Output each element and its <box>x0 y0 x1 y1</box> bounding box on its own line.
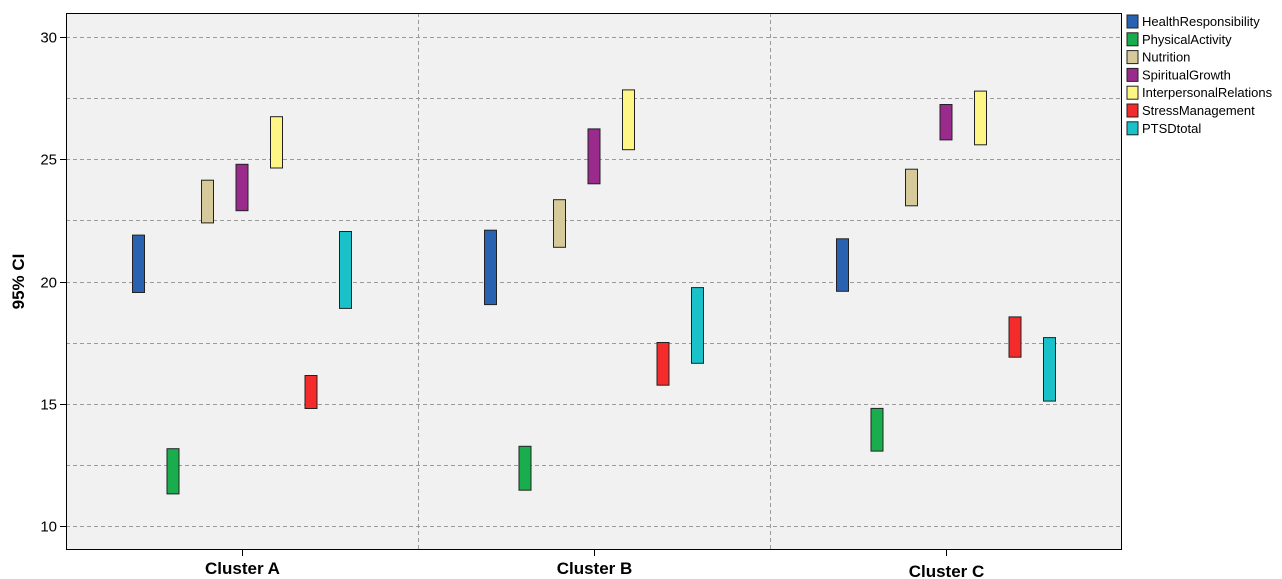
ci-bar <box>484 229 497 306</box>
y-tick-label: 25 <box>40 152 57 169</box>
ci-bar <box>270 116 283 169</box>
ci-bar <box>132 234 145 294</box>
y-tick-label: 15 <box>40 397 57 414</box>
ci-bar <box>553 199 566 248</box>
legend-swatch <box>1126 67 1139 82</box>
ci-bar <box>691 287 704 364</box>
y-tick-label: 30 <box>40 30 57 47</box>
legend-label: PhysicalActivity <box>1142 32 1232 47</box>
y-axis: 10 15 20 25 30 <box>40 30 66 536</box>
legend-swatch <box>1126 14 1139 29</box>
plot-area <box>66 13 1122 550</box>
legend-label: Nutrition <box>1142 50 1190 65</box>
legend-label: HealthResponsibility <box>1142 14 1260 29</box>
error-bars <box>132 89 1056 495</box>
ci-bar <box>905 168 918 207</box>
ci-bar <box>1008 316 1022 358</box>
x-axis: Cluster A Cluster B Cluster C <box>205 550 984 579</box>
legend: HealthResponsibility PhysicalActivity Nutr… <box>1126 14 1273 136</box>
x-tick-label: Cluster C <box>909 562 985 579</box>
legend-label: StressManagement <box>1142 103 1255 118</box>
ci-bar <box>587 128 601 185</box>
ci-bar <box>656 342 670 386</box>
legend-swatch <box>1126 50 1139 65</box>
legend-swatch <box>1126 103 1139 118</box>
ci-bar <box>304 375 318 409</box>
x-tick-label: Cluster A <box>205 559 280 578</box>
y-tick-label: 20 <box>40 275 57 292</box>
x-tick-label: Cluster B <box>557 559 633 578</box>
ci-bar <box>622 89 635 151</box>
ci-bar <box>166 448 180 495</box>
legend-swatch <box>1126 121 1139 136</box>
ci-bar <box>870 407 884 452</box>
y-axis-title: 95% CI <box>9 254 28 310</box>
ci-bar <box>518 445 532 491</box>
y-tick-label: 10 <box>40 519 57 536</box>
ci-bar <box>201 179 214 224</box>
legend-label: PTSDtotal <box>1142 121 1201 136</box>
legend-swatch <box>1126 32 1139 47</box>
ci-bar <box>836 238 849 292</box>
ci-bar <box>939 104 953 141</box>
legend-label: InterpersonalRelations <box>1142 85 1273 100</box>
ci-bar <box>974 90 987 146</box>
legend-label: SpiritualGrowth <box>1142 67 1231 82</box>
ci-bar <box>235 163 249 212</box>
plot-frame <box>66 13 1122 550</box>
ci-bar <box>339 231 352 309</box>
legend-swatch <box>1126 85 1139 100</box>
ci-bar <box>1043 337 1056 402</box>
